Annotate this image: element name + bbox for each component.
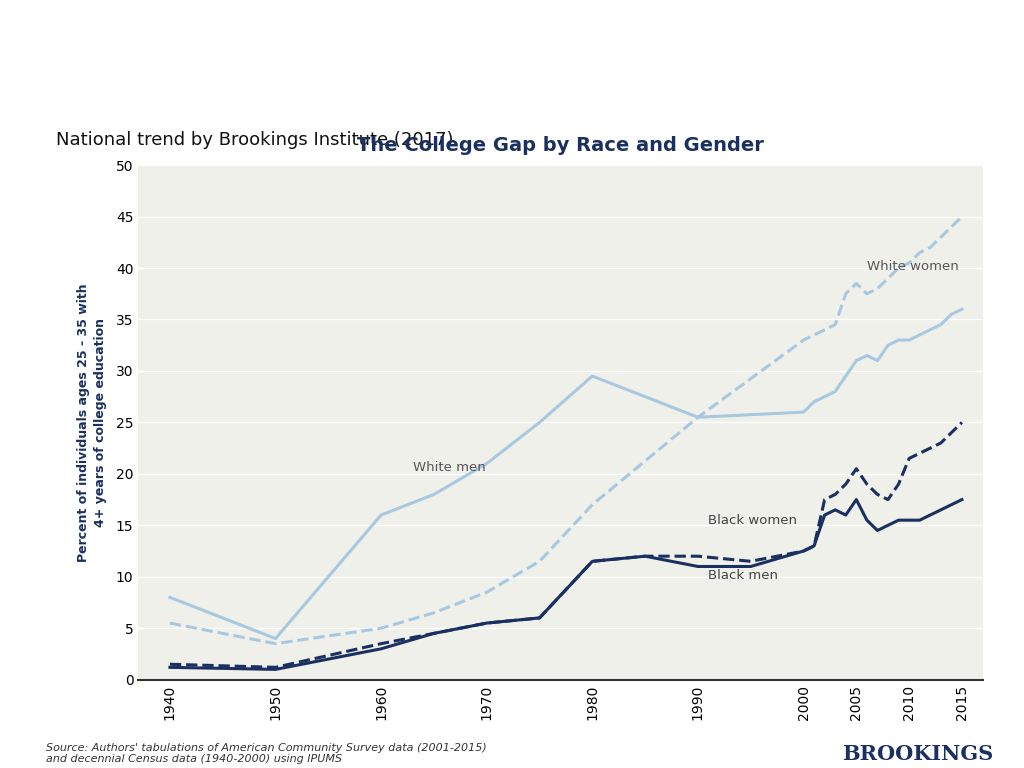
Text: Black men: Black men: [709, 569, 778, 582]
Text: Source: Authors' tabulations of American Community Survey data (2001-2015)
and d: Source: Authors' tabulations of American…: [46, 743, 486, 764]
Y-axis label: Percent of individuals ages 25 - 35 with
4+ years of college education: Percent of individuals ages 25 - 35 with…: [78, 283, 108, 561]
Text: National trend by Brookings Institute (2017): National trend by Brookings Institute (2…: [55, 131, 453, 149]
Text: BROOKINGS: BROOKINGS: [842, 744, 993, 764]
Text: Growing educational attainment disparities
in the US (4+ Years of Education): Growing educational attainment dispariti…: [151, 22, 889, 98]
Text: White women: White women: [867, 260, 958, 273]
Title: The College Gap by Race and Gender: The College Gap by Race and Gender: [357, 136, 764, 155]
Text: White men: White men: [413, 461, 485, 474]
Text: Black women: Black women: [709, 515, 798, 528]
